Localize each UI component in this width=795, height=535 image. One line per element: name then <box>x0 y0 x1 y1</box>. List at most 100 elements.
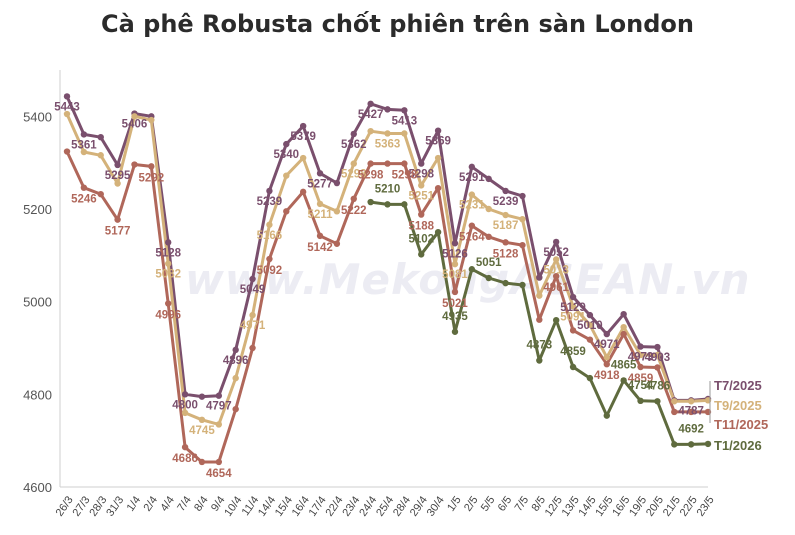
x-tick-label: 23/5 <box>695 494 717 518</box>
data-point <box>367 127 374 135</box>
data-point <box>603 354 610 361</box>
x-tick-label: 5/5 <box>479 494 498 513</box>
data-point <box>384 201 391 208</box>
data-point <box>637 397 644 405</box>
x-tick-label: 17/4 <box>307 494 329 518</box>
x-tick-label: 27/3 <box>71 494 93 518</box>
x-tick-label: 28/4 <box>391 494 413 518</box>
data-point <box>536 357 543 364</box>
data-point <box>316 170 324 177</box>
data-point <box>283 172 290 179</box>
data-label: 5222 <box>341 205 367 217</box>
data-label: 5010 <box>577 320 603 332</box>
data-label: 5102 <box>408 233 434 245</box>
data-point <box>249 344 256 352</box>
data-label: 5379 <box>290 131 316 143</box>
data-label: 5082 <box>155 269 181 281</box>
data-point <box>299 122 307 130</box>
legend-entry: T11/2025 <box>714 417 768 432</box>
x-tick-label: 1/5 <box>445 494 464 513</box>
data-point <box>451 328 459 335</box>
data-point <box>485 175 492 183</box>
data-point <box>367 160 374 167</box>
data-point <box>468 163 476 171</box>
data-point <box>603 412 610 419</box>
data-point <box>620 310 627 318</box>
data-point <box>165 260 172 267</box>
data-point <box>468 266 476 273</box>
data-point <box>654 343 661 351</box>
x-tick-label: 23/4 <box>340 494 362 518</box>
data-labels: 5443 5361 5295 5406 5128 4800 4797 4896 5049 5239… <box>54 101 704 480</box>
data-point <box>266 221 273 228</box>
data-point <box>299 154 307 162</box>
data-label: 4692 <box>678 423 704 435</box>
x-tick-label: 7/5 <box>513 494 532 513</box>
y-tick-label: 5000 <box>23 295 52 310</box>
data-point <box>671 441 678 448</box>
data-label: 5277 <box>307 178 333 190</box>
x-tick-label: 14/4 <box>256 494 278 518</box>
data-label: 5246 <box>71 194 97 206</box>
data-point <box>586 321 594 329</box>
data-label: 5126 <box>442 248 468 260</box>
data-point <box>80 184 88 191</box>
x-tick-label: 22/5 <box>678 494 700 518</box>
data-point <box>552 238 560 246</box>
data-point <box>654 398 661 405</box>
data-point <box>586 374 594 382</box>
data-point <box>367 100 374 108</box>
data-point <box>131 113 138 120</box>
data-point <box>434 184 442 192</box>
data-label: 5129 <box>560 302 586 314</box>
data-label: 5239 <box>493 196 519 208</box>
data-point <box>687 441 695 448</box>
x-tick-label: 30/4 <box>425 494 447 518</box>
data-point <box>232 405 239 413</box>
legend-entry: T9/2025 <box>714 398 762 413</box>
data-point <box>114 180 121 187</box>
data-label: 4754 <box>628 380 654 392</box>
x-tick-label: 13/5 <box>560 494 582 518</box>
data-label: 5413 <box>392 115 418 127</box>
data-point <box>620 377 627 384</box>
data-label: 5298 <box>341 169 367 181</box>
data-point <box>131 161 138 168</box>
data-label: 5251 <box>408 190 434 202</box>
data-point <box>519 192 526 200</box>
legend-entry: T1/2026 <box>714 438 762 453</box>
data-point <box>451 260 459 268</box>
data-point <box>215 392 223 399</box>
data-label: 5128 <box>155 247 181 259</box>
data-label: 5142 <box>307 242 333 254</box>
data-point <box>552 317 560 324</box>
data-point <box>519 241 526 249</box>
y-tick-label: 5400 <box>23 109 52 124</box>
data-label: 4686 <box>172 453 198 465</box>
x-tick-label: 15/5 <box>593 494 615 518</box>
data-point <box>63 110 71 118</box>
data-point <box>552 256 560 263</box>
data-point <box>198 393 206 400</box>
y-tick-label: 4800 <box>23 387 52 402</box>
data-label: 5164 <box>459 232 485 244</box>
x-tick-label: 11/4 <box>240 494 262 518</box>
data-label: 5369 <box>425 136 451 148</box>
data-label: 5443 <box>54 101 80 113</box>
data-point <box>249 311 256 319</box>
data-point <box>249 275 256 283</box>
data-point <box>316 200 324 208</box>
data-point <box>671 408 678 416</box>
data-point <box>198 416 206 424</box>
data-label: 4859 <box>560 346 586 358</box>
x-tick-label: 6/5 <box>496 494 515 513</box>
data-label: 5210 <box>375 183 401 195</box>
x-tick-label: 2/5 <box>462 494 481 513</box>
data-point <box>148 116 155 124</box>
data-point <box>198 458 206 466</box>
data-label: 5211 <box>308 209 334 221</box>
data-label: 5427 <box>358 109 384 121</box>
data-label: 4800 <box>172 399 198 411</box>
data-label: 5406 <box>122 119 148 131</box>
